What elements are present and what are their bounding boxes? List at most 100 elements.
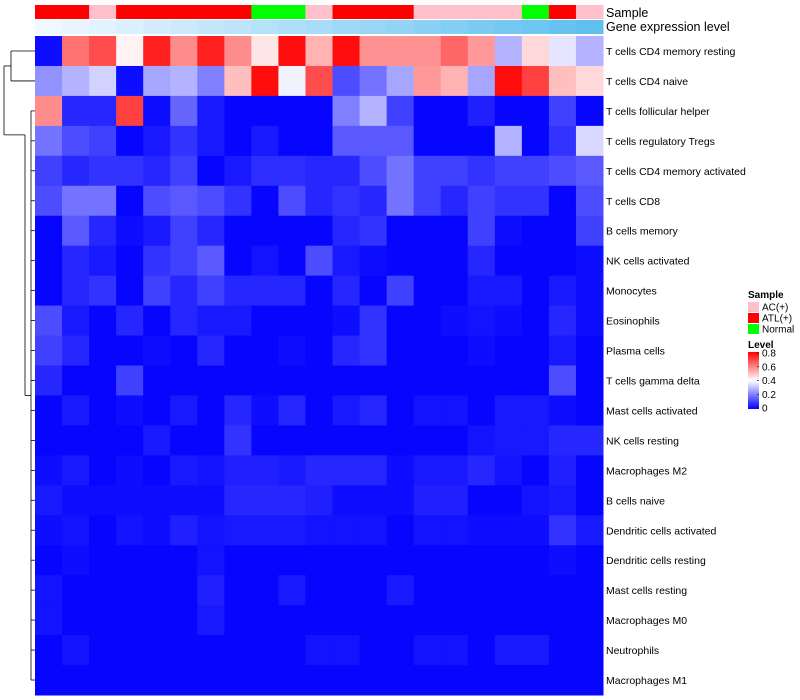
sample-cell-14: [413, 5, 442, 19]
heatmap-cell-r13-c11: [332, 425, 361, 456]
heatmap-cell-r16-c5: [170, 515, 198, 546]
heatmap-cell-r7-c8: [251, 245, 279, 277]
heatmap-cell-r1-c1: [62, 65, 90, 97]
heatmap-cell-r21-c7: [224, 665, 252, 696]
level-legend-title: Level: [748, 340, 774, 351]
sample-cell-18: [521, 5, 550, 19]
heatmap-cell-r14-c2: [89, 455, 117, 486]
sample-legend-label-2: Normal: [762, 325, 794, 336]
heatmap-cell-r18-c1: [62, 575, 90, 606]
row-label-17: Dendritic cells resting: [606, 555, 706, 567]
heatmap-cell-r11-c9: [278, 365, 306, 396]
sample-cell-17: [494, 5, 523, 19]
sample-legend-entries: AC(+)ATL(+)Normal: [748, 302, 794, 336]
heatmap-cell-r14-c11: [332, 455, 361, 486]
heatmap-cell-r20-c1: [62, 635, 90, 666]
heatmap-cell-r0-c8: [251, 36, 279, 67]
heatmap-cell-r16-c9: [278, 515, 306, 546]
heatmap-cell-r4-c13: [386, 155, 415, 187]
heatmap-cell-r7-c17: [494, 245, 523, 277]
heatmap-cell-r10-c4: [143, 335, 171, 366]
heatmap-cell-r12-c8: [251, 395, 279, 426]
heatmap-cell-r15-c12: [359, 485, 388, 516]
heatmap-cell-r18-c18: [521, 575, 550, 606]
heatmap-cell-r19-c11: [332, 605, 361, 636]
heatmap-cell-r13-c18: [521, 425, 550, 456]
gene-annotation-label: Gene expression level: [606, 20, 730, 34]
heatmap-cell-r5-c2: [89, 185, 117, 217]
heatmap-cell-r3-c16: [467, 125, 496, 157]
heatmap-cell-r6-c18: [521, 215, 550, 247]
heatmap-cell-r17-c3: [116, 545, 144, 576]
heatmap-cell-r7-c11: [332, 245, 361, 277]
heatmap-cell-r7-c1: [62, 245, 90, 277]
heatmap-cell-r3-c9: [278, 125, 306, 157]
heatmap-cell-r17-c17: [494, 545, 523, 576]
heatmap-cell-r0-c20: [575, 36, 604, 67]
heatmap-cell-r13-c16: [467, 425, 496, 456]
heatmap-cell-r19-c3: [116, 605, 144, 636]
heatmap-cell-r15-c19: [548, 485, 577, 516]
heatmap-cell-r6-c5: [170, 215, 198, 247]
heatmap-cell-r0-c10: [305, 36, 334, 67]
gene-expression-cell-3: [116, 20, 144, 34]
heatmap-cell-r15-c10: [305, 485, 334, 516]
heatmap-cell-r4-c18: [521, 155, 550, 187]
heatmap-cell-r12-c16: [467, 395, 496, 426]
heatmap-cell-r0-c6: [197, 36, 225, 67]
heatmap-cell-r3-c19: [548, 125, 577, 157]
heatmap-cell-r9-c4: [143, 305, 171, 337]
heatmap-cell-r21-c12: [359, 665, 388, 696]
heatmap-cell-r15-c4: [143, 485, 171, 516]
heatmap-cell-r14-c3: [116, 455, 144, 486]
heatmap-cell-r18-c12: [359, 575, 388, 606]
heatmap-cell-r6-c20: [575, 215, 604, 247]
heatmap-cell-r17-c19: [548, 545, 577, 576]
heatmap-cell-r19-c12: [359, 605, 388, 636]
heatmap-cell-r11-c13: [386, 365, 415, 396]
heatmap-cell-r12-c10: [305, 395, 334, 426]
heatmap-cell-r18-c7: [224, 575, 252, 606]
heatmap-cell-r1-c7: [224, 65, 252, 97]
heatmap-cell-r21-c9: [278, 665, 306, 696]
heatmap-cell-r16-c20: [575, 515, 604, 546]
heatmap-cell-r19-c20: [575, 605, 604, 636]
gene-expression-cell-13: [386, 20, 415, 34]
gene-expression-cell-10: [305, 20, 334, 34]
heatmap-cell-r3-c17: [494, 125, 523, 157]
gene-expression-cell-16: [467, 20, 496, 34]
heatmap-cell-r20-c11: [332, 635, 361, 666]
heatmap-cell-r21-c2: [89, 665, 117, 696]
heatmap-cell-r0-c12: [359, 36, 388, 67]
heatmap-cell-r3-c1: [62, 125, 90, 157]
heatmap-cell-r8-c4: [143, 275, 171, 307]
row-label-9: Eosinophils: [606, 316, 660, 328]
heatmap-cell-r0-c7: [224, 36, 252, 67]
gene-expression-cell-7: [224, 20, 252, 34]
heatmap-cell-r15-c7: [224, 485, 252, 516]
heatmap-cell-r7-c9: [278, 245, 306, 277]
heatmap-cell-r11-c4: [143, 365, 171, 396]
heatmap-cell-r17-c13: [386, 545, 415, 576]
heatmap-cell-r21-c13: [386, 665, 415, 696]
heatmap-cell-r13-c17: [494, 425, 523, 456]
heatmap-cell-r16-c14: [413, 515, 442, 546]
heatmap-cell-r14-c13: [386, 455, 415, 486]
heatmap-cell-r2-c4: [143, 95, 171, 127]
heatmap-cell-r17-c10: [305, 545, 334, 576]
heatmap-cell-r9-c6: [197, 305, 225, 337]
heatmap-cell-r11-c19: [548, 365, 577, 396]
heatmap-cell-r7-c0: [35, 245, 63, 277]
heatmap-cell-r18-c8: [251, 575, 279, 606]
gene-expression-cell-14: [413, 20, 442, 34]
heatmap-cell-r6-c3: [116, 215, 144, 247]
heatmap-cell-r0-c1: [62, 36, 90, 67]
heatmap-cell-r11-c12: [359, 365, 388, 396]
heatmap-cell-r19-c2: [89, 605, 117, 636]
heatmap-cell-r20-c3: [116, 635, 144, 666]
heatmap-cell-r8-c14: [413, 275, 442, 307]
heatmap-cell-r20-c8: [251, 635, 279, 666]
sample-cell-6: [197, 5, 225, 19]
heatmap-cell-r0-c11: [332, 36, 361, 67]
heatmap-cell-r21-c1: [62, 665, 90, 696]
